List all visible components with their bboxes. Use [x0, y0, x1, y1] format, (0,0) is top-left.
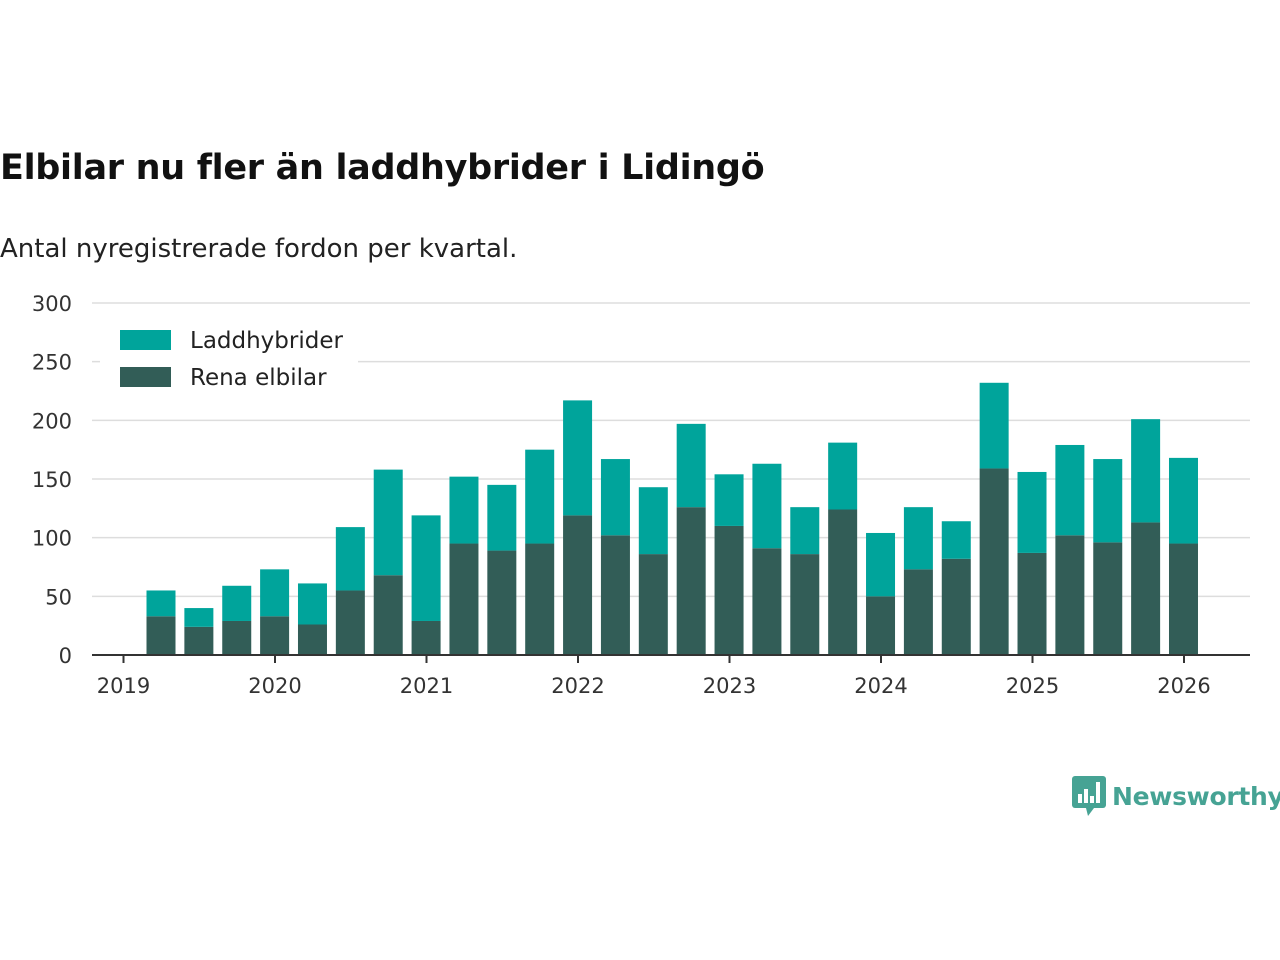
bar-laddhybrider: [866, 532, 896, 597]
bar-rena-elbilar: [1017, 552, 1047, 655]
stacked-bar-chart: 0 50 100 150 200 250 300 2019 2020 2021 2022 2023 20…: [32, 292, 1250, 698]
bar-laddhybrider: [903, 507, 933, 570]
bar-rena-elbilar: [866, 596, 896, 655]
bar-laddhybrider: [146, 590, 176, 617]
bar-laddhybrider: [941, 521, 971, 559]
bar-rena-elbilar: [638, 554, 668, 655]
x-tick-label: 2022: [551, 674, 604, 698]
x-tick-label: 2019: [97, 674, 150, 698]
bar-laddhybrider: [563, 400, 593, 516]
bar-laddhybrider: [790, 507, 820, 555]
bar-rena-elbilar: [297, 624, 327, 655]
bar-rena-elbilar: [411, 620, 441, 655]
y-tick-label: 250: [32, 351, 72, 375]
bar-rena-elbilar: [790, 554, 820, 655]
bar-rena-elbilar: [1168, 543, 1198, 655]
bar-laddhybrider: [449, 476, 479, 544]
bar-rena-elbilar: [600, 535, 630, 655]
bar-rena-elbilar: [676, 507, 706, 655]
bar-laddhybrider: [525, 449, 555, 544]
y-tick-label: 100: [32, 527, 72, 551]
bar-rena-elbilar: [487, 550, 517, 655]
bar-rena-elbilar: [1093, 542, 1123, 655]
bar-laddhybrider: [297, 583, 327, 625]
y-tick-label: 50: [45, 585, 72, 609]
bar-laddhybrider: [714, 474, 744, 526]
bar-laddhybrider: [335, 527, 365, 591]
bar-laddhybrider: [411, 515, 441, 621]
bar-rena-elbilar: [525, 543, 555, 655]
bar-rena-elbilar: [828, 509, 858, 655]
bar-laddhybrider: [828, 442, 858, 510]
bar-laddhybrider: [979, 382, 1009, 469]
bar-laddhybrider: [1055, 444, 1085, 536]
bar-laddhybrider: [1017, 471, 1047, 553]
bar-laddhybrider: [638, 487, 668, 555]
bar-laddhybrider: [1131, 419, 1161, 523]
chart-subtitle: Antal nyregistrerade fordon per kvartal.: [0, 234, 518, 264]
bar-rena-elbilar: [449, 543, 479, 655]
newsworthy-logo-icon: [1072, 776, 1106, 816]
bar-laddhybrider: [676, 423, 706, 508]
x-tick-label: 2024: [854, 674, 907, 698]
bar-rena-elbilar: [563, 515, 593, 655]
y-tick-label: 300: [32, 292, 72, 316]
brand-name: Newsworthy: [1112, 781, 1280, 811]
bar-rena-elbilar: [714, 525, 744, 655]
x-tick-label: 2020: [248, 674, 301, 698]
chart-title: Elbilar nu fler än laddhybrider i Liding…: [0, 148, 765, 188]
bar-rena-elbilar: [146, 616, 176, 655]
x-tick-label: 2023: [703, 674, 756, 698]
bar-laddhybrider: [1168, 457, 1198, 544]
y-tick-label: 0: [59, 644, 72, 668]
bar-rena-elbilar: [335, 590, 365, 655]
bar-laddhybrider: [487, 484, 517, 551]
bar-rena-elbilar: [373, 575, 403, 655]
legend-label-rena-elbilar: Rena elbilar: [190, 365, 327, 391]
bar-rena-elbilar: [1055, 535, 1085, 655]
legend-label-laddhybrider: Laddhybrider: [190, 328, 343, 354]
legend-swatch-rena-elbilar: [120, 367, 171, 387]
bar-laddhybrider: [260, 569, 290, 617]
bar-rena-elbilar: [752, 548, 782, 655]
bar-rena-elbilar: [903, 569, 933, 655]
bar-rena-elbilar: [222, 620, 252, 655]
brand-logo: Newsworthy: [1072, 776, 1280, 816]
bar-laddhybrider: [222, 585, 252, 621]
legend-swatch-laddhybrider: [120, 330, 171, 350]
x-tick-label: 2026: [1157, 674, 1210, 698]
bar-rena-elbilar: [941, 558, 971, 655]
bar-rena-elbilar: [184, 626, 214, 655]
x-tick-label: 2021: [400, 674, 453, 698]
bar-laddhybrider: [184, 608, 214, 627]
y-tick-label: 200: [32, 409, 72, 433]
bar-laddhybrider: [373, 469, 403, 576]
y-tick-label: 150: [32, 468, 72, 492]
bar-rena-elbilar: [1131, 522, 1161, 655]
x-tick-label: 2025: [1006, 674, 1059, 698]
bar-rena-elbilar: [979, 468, 1009, 655]
bar-laddhybrider: [752, 463, 782, 549]
bar-laddhybrider: [1093, 459, 1123, 543]
bar-rena-elbilar: [260, 616, 290, 655]
bar-laddhybrider: [600, 459, 630, 536]
